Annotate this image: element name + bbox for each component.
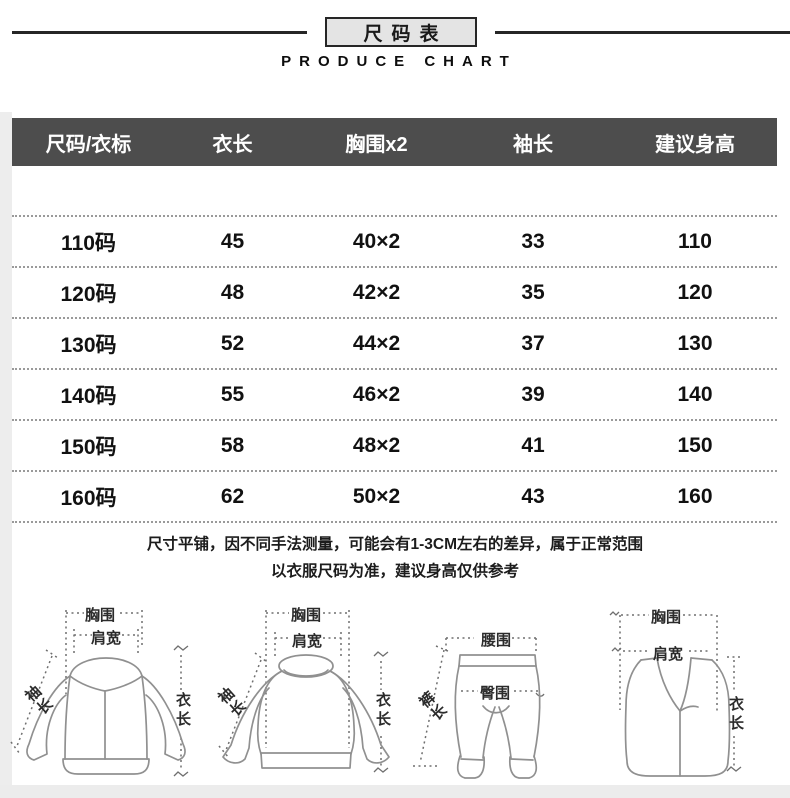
- size-table: 尺码/衣标 衣长 胸围x2 袖长 建议身高 110码 45 40×2 33 11…: [12, 118, 777, 523]
- col-header-height: 建议身高: [655, 133, 735, 156]
- cell-height: 150: [677, 433, 713, 457]
- title-rule-right: [495, 30, 790, 34]
- table-body: 110码 45 40×2 33 110 120码 48 42×2 35 120 …: [12, 215, 777, 523]
- cell-chest: 46×2: [352, 382, 401, 406]
- cell-height: 140: [677, 382, 713, 406]
- table-spacer: [12, 166, 777, 215]
- jacket-length-label: 衣长: [174, 692, 191, 730]
- title-rule-left: [12, 30, 307, 34]
- cell-length: 52: [220, 331, 245, 355]
- jacket-chest-label: 胸围: [85, 607, 116, 624]
- cell-height: 110: [678, 229, 712, 253]
- table-row: 140码 55 46×2 39 140: [12, 368, 777, 419]
- pants-measure-lines: [413, 637, 538, 767]
- title-box: 尺码表: [325, 17, 477, 47]
- cell-sleeve: 35: [521, 280, 545, 304]
- vest-drawing: [609, 611, 742, 777]
- vest-chest-label: 胸围: [651, 609, 682, 626]
- jacket-outline: [26, 657, 186, 775]
- pants-drawing: [413, 637, 545, 779]
- col-header-sleeve: 袖长: [513, 133, 553, 156]
- cell-length: 48: [220, 280, 245, 304]
- cell-length: 55: [220, 382, 245, 406]
- sweatshirt-drawing: [218, 610, 390, 773]
- diagram-vest: 胸围 肩宽 衣长: [593, 598, 788, 785]
- hooded-jacket-drawing: [10, 610, 189, 777]
- cell-length: 45: [220, 229, 245, 253]
- cell-size: 140码: [60, 384, 117, 408]
- cell-size: 110码: [61, 231, 116, 255]
- sweatshirt-length-label: 衣长: [374, 692, 391, 730]
- cell-chest: 48×2: [352, 433, 401, 457]
- note-line-2: 以衣服尺码为准，建议身高仅供参考: [270, 563, 519, 580]
- pants-hip-label: 臀围: [480, 685, 511, 702]
- cell-height: 130: [677, 331, 713, 355]
- cell-length: 58: [220, 433, 245, 457]
- vest-length-label: 衣长: [727, 696, 744, 734]
- note-line-1: 尺寸平铺，因不同手法测量，可能会有1-3CM左右的差异，属于正常范围: [146, 536, 643, 553]
- diagram-pants: 腰围 臀围 裤长: [398, 598, 593, 785]
- table-row: 150码 58 48×2 41 150: [12, 419, 777, 470]
- sweatshirt-outline: [222, 654, 390, 769]
- table-row: 160码 62 50×2 43 160: [12, 470, 777, 523]
- title-row: 尺码表: [12, 17, 790, 47]
- cell-size: 160码: [60, 486, 117, 510]
- cell-chest: 40×2: [352, 229, 401, 253]
- cell-size: 130码: [60, 333, 117, 357]
- cell-sleeve: 43: [521, 484, 545, 508]
- pants-outline: [454, 654, 541, 779]
- left-edge-strip: [0, 112, 12, 798]
- sweatshirt-chest-label: 胸围: [291, 607, 322, 624]
- cell-sleeve: 41: [521, 433, 545, 457]
- diagram-sweatshirt: 胸围 肩宽 袖长 衣长: [203, 598, 398, 785]
- table-row: 130码 52 44×2 37 130: [12, 317, 777, 368]
- cell-length: 62: [220, 484, 245, 508]
- vest-outline: [624, 657, 731, 777]
- col-header-garment-length: 衣长: [212, 133, 253, 156]
- sweatshirt-measure-ticks: [373, 651, 389, 773]
- measurement-diagrams: 胸围 肩宽 袖长 衣长: [8, 598, 788, 785]
- cell-size: 120码: [60, 282, 117, 306]
- cell-sleeve: 33: [521, 229, 545, 253]
- cell-sleeve: 37: [521, 331, 545, 355]
- cell-sleeve: 39: [521, 382, 545, 406]
- vest-shoulder-label: 肩宽: [653, 646, 684, 663]
- jacket-measure-ticks: [173, 645, 189, 777]
- table-row: 120码 48 42×2 35 120: [12, 266, 777, 317]
- table-row: 110码 45 40×2 33 110: [12, 215, 777, 266]
- col-header-size-label: 尺码/衣标: [45, 133, 132, 156]
- page-subtitle: PRODUCE CHART: [281, 53, 517, 70]
- cell-height: 160: [677, 484, 713, 508]
- col-header-chest: 胸围x2: [345, 133, 408, 156]
- cell-chest: 44×2: [352, 331, 401, 355]
- bottom-edge-strip: [0, 785, 790, 798]
- sweatshirt-shoulder-label: 肩宽: [292, 633, 323, 650]
- cell-size: 150码: [60, 435, 117, 459]
- cell-height: 120: [677, 280, 713, 304]
- sweatshirt-measure-lines: [218, 610, 382, 766]
- jacket-shoulder-label: 肩宽: [91, 630, 122, 647]
- jacket-measure-lines: [10, 610, 182, 770]
- diagram-hooded-jacket: 胸围 肩宽 袖长 衣长: [8, 598, 203, 785]
- page-title: 尺码表: [363, 23, 448, 45]
- vest-measure-lines: [619, 614, 741, 766]
- cell-chest: 42×2: [352, 280, 401, 304]
- measurement-note: 尺寸平铺，因不同手法测量，可能会有1-3CM左右的差异，属于正常范围 以衣服尺码…: [0, 531, 790, 585]
- cell-chest: 50×2: [352, 484, 401, 508]
- vest-measure-ticks: [609, 611, 742, 772]
- pants-waist-label: 腰围: [481, 632, 512, 649]
- table-header-row: 尺码/衣标 衣长 胸围x2 袖长 建议身高: [12, 118, 777, 166]
